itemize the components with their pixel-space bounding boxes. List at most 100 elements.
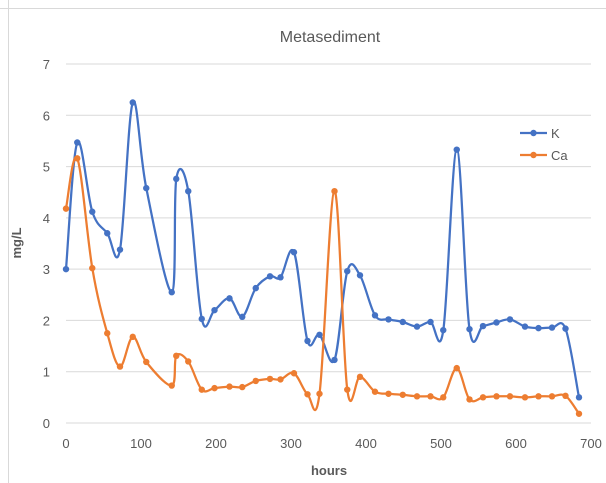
series-line-ca — [64, 156, 580, 415]
data-point-k — [506, 316, 514, 323]
data-point-ca — [239, 383, 246, 391]
data-point-ca — [466, 396, 473, 403]
data-point-k — [198, 315, 205, 323]
data-point-ca — [277, 376, 284, 383]
data-point-k — [304, 337, 311, 345]
data-point-ca — [116, 363, 124, 370]
x-axis-title: hours — [311, 463, 347, 478]
data-point-ca — [129, 333, 136, 341]
data-point-k — [211, 306, 218, 314]
x-tick-label: 100 — [130, 436, 152, 451]
top-border — [0, 8, 606, 9]
data-point-ca — [427, 393, 434, 400]
data-point-k — [440, 326, 447, 334]
x-tick-label: 300 — [280, 436, 302, 451]
data-point-ca — [356, 373, 364, 381]
legend-item-ca: Ca — [520, 148, 568, 163]
data-point-ca — [226, 383, 233, 390]
data-point-k — [479, 322, 487, 330]
legend-marker — [530, 129, 537, 137]
x-tick-label: 600 — [505, 436, 527, 451]
data-point-ca — [252, 377, 259, 385]
data-point-k — [371, 312, 379, 319]
data-point-ca — [74, 155, 81, 162]
data-point-ca — [413, 393, 421, 400]
x-tick-label: 0 — [62, 436, 69, 451]
data-point-k — [185, 187, 192, 195]
y-tick-label: 3 — [43, 262, 50, 277]
data-point-k — [266, 273, 274, 280]
data-point-ca — [535, 393, 542, 400]
data-point-ca — [173, 352, 180, 360]
legend-marker — [530, 151, 537, 159]
series-group — [62, 99, 583, 417]
y-tick-label: 2 — [43, 313, 50, 328]
data-point-k — [356, 272, 364, 279]
data-point-k — [226, 295, 233, 302]
data-point-ca — [89, 264, 96, 272]
data-point-k — [104, 230, 111, 237]
data-point-k — [89, 208, 96, 215]
legend: K Ca — [520, 126, 568, 163]
data-point-k — [252, 284, 259, 292]
y-tick-label: 1 — [43, 365, 50, 380]
data-point-ca — [62, 205, 70, 212]
data-point-ca — [575, 410, 583, 417]
data-point-ca — [211, 384, 218, 392]
data-point-ca — [198, 386, 205, 393]
data-point-k — [74, 139, 81, 146]
data-point-k — [385, 316, 392, 323]
x-tick-label: 500 — [430, 436, 452, 451]
data-point-ca — [453, 364, 460, 372]
data-point-ca — [168, 382, 175, 389]
chart-title: Metasediment — [280, 29, 381, 46]
data-point-k — [493, 319, 500, 326]
data-point-k — [399, 318, 406, 326]
data-point-k — [290, 249, 298, 256]
data-point-ca — [440, 394, 447, 401]
data-point-k — [575, 394, 583, 401]
data-point-ca — [266, 375, 274, 383]
y-tick-label: 6 — [43, 108, 50, 123]
data-point-ca — [185, 358, 192, 365]
data-point-ca — [493, 393, 500, 400]
data-point-k — [316, 331, 323, 338]
legend-item-k: K — [520, 126, 560, 141]
y-tick-label: 7 — [43, 57, 50, 72]
data-point-k — [427, 318, 434, 326]
data-point-ca — [521, 394, 529, 401]
data-point-k — [562, 325, 569, 332]
legend-label: Ca — [551, 148, 568, 163]
legend-label: K — [551, 126, 560, 141]
left-border — [8, 0, 9, 483]
data-point-ca — [548, 393, 556, 400]
data-point-k — [535, 324, 542, 332]
data-point-ca — [290, 370, 298, 377]
data-point-k — [173, 175, 180, 183]
data-point-k — [521, 323, 529, 330]
data-point-k — [116, 246, 124, 253]
data-point-k — [413, 323, 421, 330]
data-point-ca — [316, 390, 323, 397]
data-point-ca — [304, 391, 311, 398]
data-point-ca — [506, 393, 514, 400]
data-point-ca — [331, 187, 338, 195]
y-axis-title: mg/L — [9, 227, 24, 258]
data-point-ca — [562, 392, 569, 400]
series-ca — [62, 155, 583, 417]
data-point-ca — [344, 386, 351, 393]
data-point-k — [453, 146, 460, 153]
y-tick-label: 4 — [43, 211, 50, 226]
data-point-ca — [371, 388, 379, 395]
data-point-k — [129, 99, 136, 106]
y-tick-label: 0 — [43, 416, 50, 431]
y-tick-label: 5 — [43, 160, 50, 175]
data-point-ca — [385, 390, 392, 397]
data-point-k — [331, 356, 338, 364]
data-point-ca — [479, 394, 487, 401]
x-tick-label: 400 — [355, 436, 377, 451]
data-point-k — [277, 274, 284, 281]
data-point-ca — [104, 330, 111, 337]
x-tick-label: 700 — [580, 436, 602, 451]
